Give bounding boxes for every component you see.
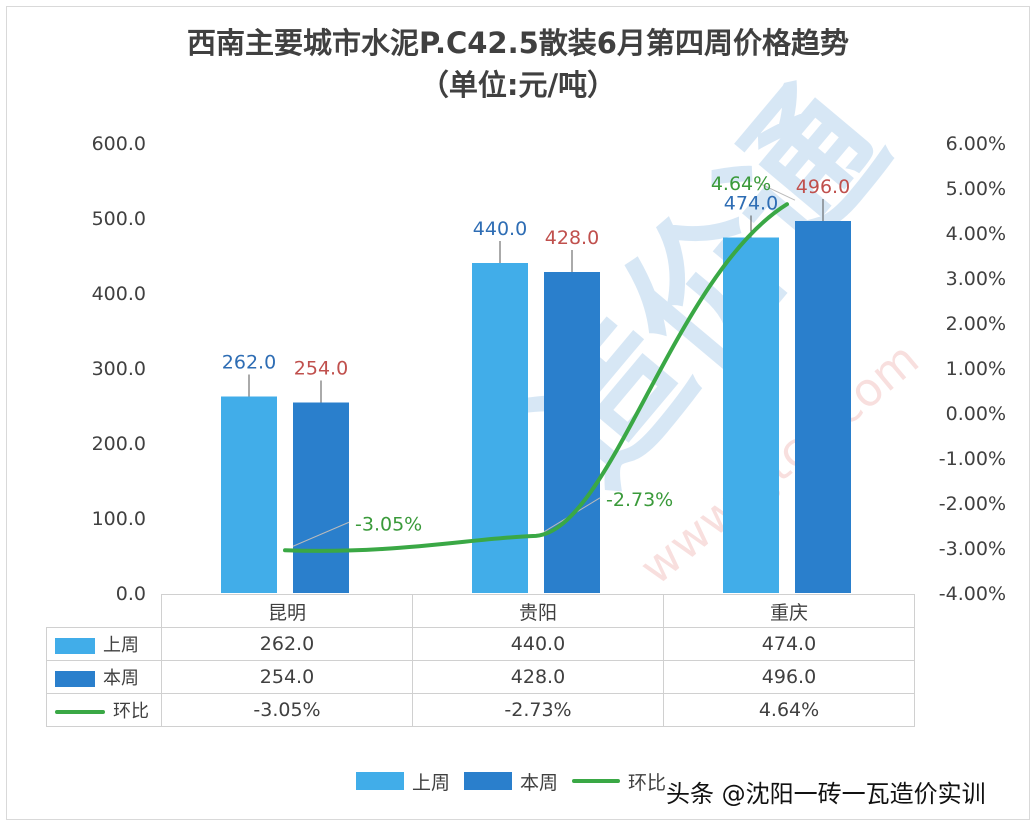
legend-swatch bbox=[356, 772, 404, 790]
table-cell: 428.0 bbox=[412, 660, 664, 694]
legend-swatch-prev bbox=[55, 638, 95, 654]
bar bbox=[795, 221, 851, 593]
data-label: -3.05% bbox=[355, 513, 422, 535]
table-row: 上周 262.0 440.0 474.0 bbox=[46, 627, 915, 661]
table-row-label: 上周 bbox=[46, 627, 162, 661]
right-tick-label: -3.00% bbox=[939, 538, 1006, 560]
chart-subtitle: （单位:元/吨） bbox=[419, 68, 617, 102]
right-tick-label: 4.00% bbox=[946, 223, 1006, 245]
legend-item: 上周 bbox=[356, 768, 450, 795]
table-row: 本周 254.0 428.0 496.0 bbox=[46, 660, 915, 694]
right-tick-label: -1.00% bbox=[939, 448, 1006, 470]
legend-item: 本周 bbox=[464, 768, 558, 795]
right-tick-label: -2.00% bbox=[939, 493, 1006, 515]
right-tick-label: 5.00% bbox=[946, 178, 1006, 200]
table-header-row: 昆明 贵阳 重庆 bbox=[46, 594, 915, 628]
bar bbox=[221, 396, 277, 593]
data-label: 262.0 bbox=[222, 352, 276, 374]
right-tick-label: 2.00% bbox=[946, 313, 1006, 335]
legend-line-ratio bbox=[55, 710, 105, 714]
chart-title: 西南主要城市水泥P.C42.5散装6月第四周价格趋势 bbox=[187, 26, 849, 60]
legend-swatch-cur bbox=[55, 671, 95, 687]
ratio-line-path bbox=[283, 202, 789, 553]
data-label: 496.0 bbox=[796, 176, 850, 198]
data-label: 428.0 bbox=[545, 227, 599, 249]
table-cell: 474.0 bbox=[663, 627, 915, 661]
left-tick-label: 300.0 bbox=[92, 358, 146, 380]
table-cell: -3.05% bbox=[161, 693, 413, 727]
right-tick-label: 3.00% bbox=[946, 268, 1006, 290]
table-cell: 4.64% bbox=[663, 693, 915, 727]
right-axis-ticks: -4.00% -3.00% -2.00% -1.00% 0.00% 1.00% 2.00% 3… bbox=[939, 133, 1006, 605]
bar bbox=[293, 402, 349, 593]
table-row: 环比 -3.05% -2.73% 4.64% bbox=[46, 693, 915, 727]
right-tick-label: -4.00% bbox=[939, 583, 1006, 605]
data-label: 474.0 bbox=[724, 193, 778, 215]
left-tick-label: 200.0 bbox=[92, 433, 146, 455]
right-tick-label: 0.00% bbox=[946, 403, 1006, 425]
left-tick-label: 600.0 bbox=[92, 133, 146, 155]
right-tick-label: 1.00% bbox=[946, 358, 1006, 380]
legend-item: 环比 bbox=[572, 768, 666, 795]
leader-line bbox=[756, 181, 796, 201]
ratio-line bbox=[283, 202, 789, 553]
bar bbox=[544, 272, 600, 593]
table-header-cell: 重庆 bbox=[663, 594, 915, 628]
data-label: -2.73% bbox=[606, 489, 673, 511]
table-header-cell: 昆明 bbox=[161, 594, 413, 628]
left-tick-label: 100.0 bbox=[92, 508, 146, 530]
legend-swatch bbox=[464, 772, 513, 790]
bars bbox=[221, 221, 851, 593]
legend-line bbox=[572, 779, 621, 783]
data-label: 254.0 bbox=[294, 358, 348, 380]
table-header-cell: 贵阳 bbox=[412, 594, 664, 628]
watermark-caption: 头条 @沈阳一砖一瓦造价实训 bbox=[666, 780, 986, 808]
left-tick-label: 500.0 bbox=[92, 208, 146, 230]
bar-labels: 262.0 440.0 474.0 254.0 428.0 496.0 -3.05% -2.7… bbox=[222, 173, 850, 535]
data-label: 440.0 bbox=[473, 218, 527, 240]
table-cell: 262.0 bbox=[161, 627, 413, 661]
legend: 上周 本周 环比 bbox=[356, 766, 680, 796]
table-row-label: 本周 bbox=[46, 660, 162, 694]
data-table: 昆明 贵阳 重庆 上周 262.0 440.0 474.0 本周 254.0 4… bbox=[46, 594, 915, 727]
right-tick-label: 6.00% bbox=[946, 133, 1006, 155]
table-row-label: 环比 bbox=[46, 693, 162, 727]
table-cell: -2.73% bbox=[412, 693, 664, 727]
table-cell: 254.0 bbox=[161, 660, 413, 694]
bar bbox=[472, 263, 528, 593]
leader-line bbox=[292, 521, 350, 547]
table-cell: 440.0 bbox=[412, 627, 664, 661]
left-tick-label: 400.0 bbox=[92, 283, 146, 305]
data-label: 4.64% bbox=[711, 173, 771, 195]
bar bbox=[723, 237, 779, 593]
table-cell: 496.0 bbox=[663, 660, 915, 694]
